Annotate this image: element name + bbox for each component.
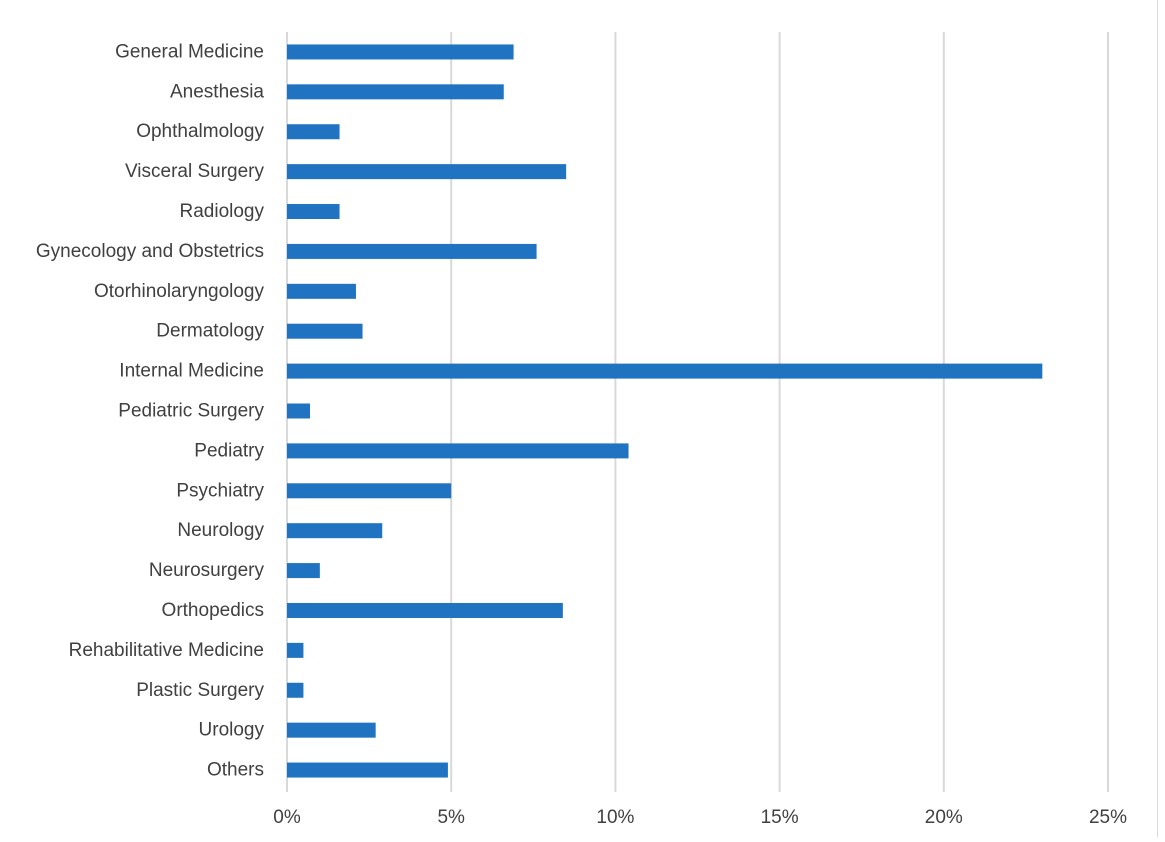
- x-tick-label-15pct: 15%: [761, 807, 799, 828]
- category-label-gynecology-and-obstetrics: Gynecology and Obstetrics: [36, 241, 264, 262]
- bar-neurology: [287, 523, 383, 539]
- bar-anesthesia: [287, 84, 504, 100]
- gridlines: [286, 32, 1109, 792]
- category-label-internal-medicine: Internal Medicine: [119, 361, 264, 382]
- x-tick-label-5pct: 5%: [437, 807, 465, 828]
- category-label-dermatology: Dermatology: [156, 321, 264, 342]
- bar-internal-medicine: [287, 363, 1043, 379]
- category-label-others: Others: [207, 760, 264, 781]
- category-label-urology: Urology: [199, 720, 265, 741]
- bar-psychiatry: [287, 483, 452, 499]
- bar-dermatology: [287, 323, 363, 339]
- category-label-orthopedics: Orthopedics: [162, 600, 264, 621]
- bar-rehabilitative-medicine: [287, 642, 304, 658]
- category-label-visceral-surgery: Visceral Surgery: [125, 161, 265, 182]
- category-label-neurology: Neurology: [177, 520, 264, 541]
- x-tick-label-20pct: 20%: [925, 807, 963, 828]
- x-tick-labels: 0% 5% 10% 15% 20% 25%: [273, 807, 1127, 828]
- category-labels: General Medicine Anesthesia Ophthalmology V…: [36, 41, 265, 780]
- bar-urology: [287, 722, 376, 738]
- category-label-general-medicine: General Medicine: [115, 41, 264, 62]
- bar-otorhinolaryngology: [287, 283, 356, 299]
- category-label-anesthesia: Anesthesia: [170, 81, 264, 102]
- bar-pediatry: [287, 443, 629, 459]
- bar-ophthalmology: [287, 124, 340, 140]
- category-label-plastic-surgery: Plastic Surgery: [136, 680, 264, 701]
- bar-plastic-surgery: [287, 682, 304, 698]
- x-tick-label-10pct: 10%: [596, 807, 634, 828]
- bar-others: [287, 762, 448, 778]
- bars: [287, 44, 1043, 778]
- category-label-rehabilitative-medicine: Rehabilitative Medicine: [69, 640, 264, 661]
- category-label-neurosurgery: Neurosurgery: [149, 560, 265, 581]
- category-label-radiology: Radiology: [180, 201, 265, 222]
- chart-frame-edge: [1157, 0, 1158, 837]
- bar-orthopedics: [287, 602, 563, 618]
- bar-general-medicine: [287, 44, 514, 60]
- bar-neurosurgery: [287, 563, 320, 579]
- bar-radiology: [287, 204, 340, 220]
- category-label-psychiatry: Psychiatry: [176, 480, 264, 501]
- bar-gynecology-and-obstetrics: [287, 243, 537, 259]
- bar-pediatric-surgery: [287, 403, 310, 419]
- category-label-pediatry: Pediatry: [194, 440, 264, 461]
- category-label-ophthalmology: Ophthalmology: [136, 121, 264, 142]
- category-label-otorhinolaryngology: Otorhinolaryngology: [94, 281, 265, 302]
- category-label-pediatric-surgery: Pediatric Surgery: [118, 401, 264, 422]
- x-tick-label-0pct: 0%: [273, 807, 301, 828]
- bar-visceral-surgery: [287, 164, 567, 180]
- x-tick-label-25pct: 25%: [1089, 807, 1127, 828]
